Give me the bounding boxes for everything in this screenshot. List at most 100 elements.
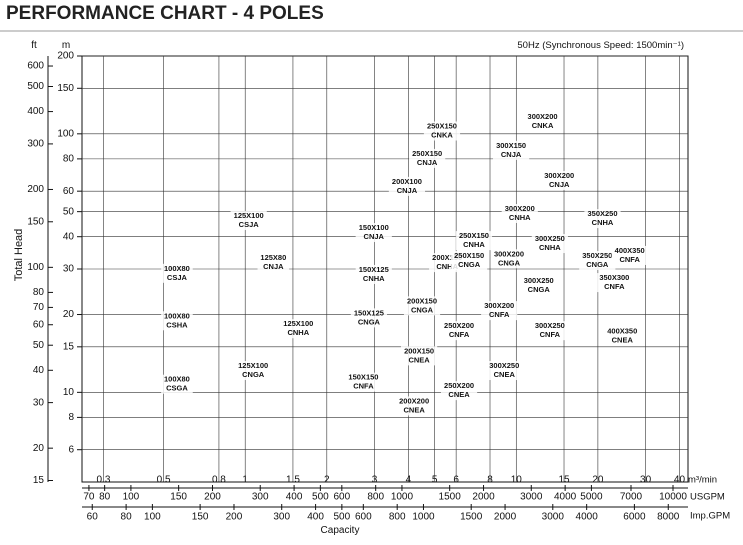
x3-tick-label: 500: [334, 512, 351, 523]
y-tick-label: 50: [63, 206, 75, 217]
region-label-bg: [440, 321, 478, 341]
region-label: 125X100 CSJA: [234, 211, 264, 229]
x3-tick-label: 150: [192, 512, 209, 523]
region-label: 350X250 CNGA: [582, 251, 612, 269]
x3-tick-label: 60: [87, 512, 99, 523]
x3-tick-label: 600: [355, 512, 372, 523]
region-label-bg: [161, 311, 193, 331]
x-tick-label: 40: [674, 475, 686, 486]
x-tick-label: 8: [487, 475, 493, 486]
y-tick-label: 200: [57, 51, 74, 62]
x-tick-label: 0.3: [97, 475, 111, 486]
x-tick-label: 20: [592, 475, 604, 486]
x-tick-label: 0.5: [157, 475, 171, 486]
x2-tick-label: 400: [286, 492, 303, 503]
region-label-bg: [490, 249, 528, 269]
region-label: 200X200 CNEA: [399, 396, 429, 414]
region-label-bg: [531, 234, 568, 254]
y2-tick-label: 30: [33, 397, 45, 408]
region-label-bg: [355, 264, 392, 284]
region-label: 250X150 CNGA: [454, 251, 484, 269]
region-label-bg: [481, 301, 518, 321]
y-tick-label: 6: [68, 444, 74, 455]
x2-tick-label: 600: [333, 492, 350, 503]
region-label-bg: [230, 211, 267, 231]
x2-tick-label: 100: [123, 492, 140, 503]
x2-tick-label: 800: [367, 492, 384, 503]
x3-tick-label: 300: [273, 512, 290, 523]
region-label-bg: [161, 263, 193, 283]
region-label: 125X100 CNGA: [238, 361, 268, 379]
x3-unit: Imp.GPM: [690, 511, 730, 522]
region-label-bg: [524, 112, 561, 132]
region-label: 100X80 CSGA: [164, 375, 190, 393]
region-label-bg: [409, 148, 446, 168]
y-tick-label: 100: [57, 128, 74, 139]
region-label-bg: [584, 209, 621, 229]
x2-tick-label: 5000: [580, 492, 603, 503]
region-label-bg: [451, 251, 488, 271]
region-label: 100X80 CSJA: [164, 264, 190, 282]
y-tick-label: 8: [68, 412, 74, 423]
x-tick-label: 30: [640, 475, 652, 486]
region-label: 300X150 CNJA: [496, 141, 526, 159]
y2-unit: ft: [31, 40, 37, 51]
region-label-bg: [493, 140, 530, 160]
region-label: 350X250 CNHA: [587, 209, 617, 227]
y2-tick-label: 70: [33, 302, 45, 313]
x-tick-label: 15: [558, 475, 570, 486]
region-label-bg: [257, 253, 290, 273]
region-label: 250X150 CNHA: [459, 231, 489, 249]
x2-unit: USGPM: [690, 492, 725, 503]
x3-tick-label: 1000: [412, 512, 435, 523]
x-tick-label: 5: [432, 475, 438, 486]
region-label-bg: [611, 245, 648, 265]
y2-tick-label: 200: [27, 184, 44, 195]
region-label: 350X300 CNFA: [599, 273, 629, 291]
x2-tick-label: 7000: [620, 492, 643, 503]
x2-tick-label: 10000: [659, 492, 687, 503]
region-label-bg: [541, 170, 578, 190]
region-label-bg: [486, 361, 523, 381]
x2-tick-label: 1000: [391, 492, 414, 503]
region-label: 400X350 CNFA: [615, 246, 645, 264]
region-label-bg: [345, 372, 382, 392]
y2-tick-label: 600: [27, 61, 44, 72]
x-tick-label: 4: [406, 475, 412, 486]
region-label-bg: [579, 251, 616, 271]
x-tick-label: 0.8: [212, 475, 226, 486]
y2-tick-label: 40: [33, 365, 45, 376]
region-label: 300X200 CNJA: [544, 171, 574, 189]
region-label: 125X100 CNHA: [283, 319, 313, 337]
region-label-bg: [423, 121, 461, 141]
x2-tick-label: 500: [312, 492, 329, 503]
region-label: 300X250 CNEA: [489, 361, 519, 379]
x2-tick-label: 300: [252, 492, 269, 503]
region-label: 200X150 CNGA: [407, 296, 437, 314]
x2-tick-label: 1500: [439, 492, 462, 503]
region-label: 100X80 CSHA: [164, 311, 190, 329]
region-label-bg: [355, 223, 392, 243]
x3-tick-label: 2000: [494, 512, 517, 523]
x3-tick-label: 4000: [576, 512, 599, 523]
y2-tick-label: 300: [27, 139, 44, 150]
region-label-bg: [396, 396, 433, 416]
x2-tick-label: 70: [83, 492, 95, 503]
x-tick-label: 1: [242, 475, 248, 486]
x-tick-label: 1.5: [286, 475, 300, 486]
region-label: 250X150 CNJA: [412, 149, 442, 167]
region-label: 300X200 CNKA: [528, 112, 558, 130]
region-label-bg: [388, 176, 426, 196]
x-tick-label: 6: [453, 475, 459, 486]
x3-tick-label: 1500: [460, 512, 483, 523]
y-tick-label: 20: [63, 309, 75, 320]
x2-tick-label: 4000: [554, 492, 577, 503]
region-label: 150X100 CNJA: [359, 223, 389, 241]
region-label: 300X250 CNGA: [524, 276, 554, 294]
x3-tick-label: 80: [121, 512, 133, 523]
y-tick-label: 40: [63, 231, 75, 242]
y-tick-label: 15: [63, 341, 75, 352]
y-tick-label: 60: [63, 186, 75, 197]
x-tick-label: 2: [324, 475, 330, 486]
